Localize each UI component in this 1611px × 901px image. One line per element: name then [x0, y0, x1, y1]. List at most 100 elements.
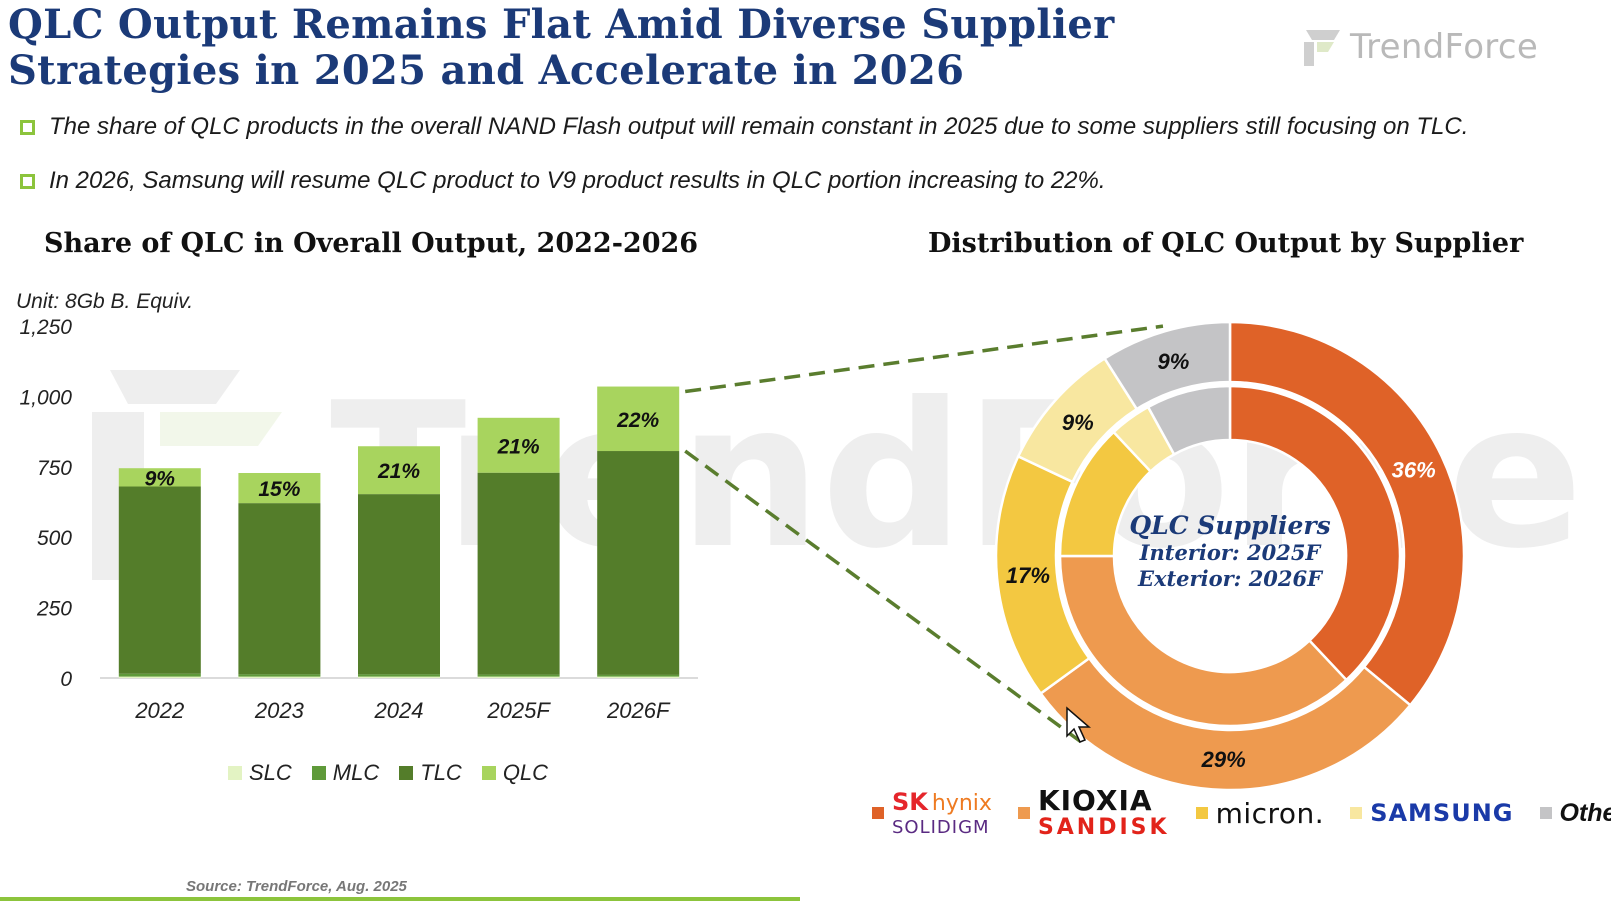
- bar-segment-slc: [358, 676, 440, 678]
- bar-data-label: 22%: [616, 409, 659, 432]
- legend-item-samsung: SAMSUNG: [1350, 799, 1513, 827]
- bar-segment-tlc: [118, 486, 201, 674]
- legend-label: QLC: [502, 760, 549, 785]
- skhynix-logo: SK hynix: [892, 787, 992, 816]
- bar-chart-unit: Unit: 8Gb B. Equiv.: [16, 290, 194, 313]
- legend-swatch: [399, 766, 414, 780]
- legend-swatch: [1195, 807, 1208, 819]
- connector-bottom: [684, 449, 1083, 744]
- bar-segment-slc: [118, 676, 201, 678]
- bar-data-label: 9%: [145, 467, 176, 490]
- logo-text: TrendForce: [1350, 27, 1539, 67]
- pie-chart-title: Distribution of QLC Output by Supplier: [928, 228, 1524, 259]
- bar-segment-mlc: [118, 673, 201, 677]
- bar-data-label: 15%: [258, 478, 300, 501]
- mouse-cursor-icon: [1066, 706, 1092, 743]
- bar-segment-mlc: [597, 674, 680, 677]
- outer-ring-slice: [1038, 656, 1413, 792]
- donut-center-label: QLC Suppliers: [1129, 511, 1330, 540]
- inner-ring-slice: [1146, 384, 1232, 457]
- legend-item-slc: SLC: [228, 760, 292, 786]
- bar-data-label: 21%: [377, 460, 420, 483]
- y-tick-label: 750: [37, 457, 72, 480]
- bar-segment-qlc: [118, 468, 201, 487]
- outer-ring-slice: [1228, 320, 1466, 707]
- y-tick-label: 500: [37, 527, 72, 550]
- legend-item-micron: micron.: [1195, 796, 1325, 830]
- legend-item-tlc: TLC: [399, 760, 462, 786]
- bar-segment-mlc: [238, 674, 321, 677]
- legend-item-kioxia-sandisk: KIOXIA SANDISK: [1017, 784, 1170, 839]
- connector-top: [684, 324, 1164, 394]
- donut-data-label: 9%: [1157, 349, 1189, 374]
- bar-segment-mlc: [477, 674, 560, 677]
- bar-data-label: 21%: [497, 435, 540, 458]
- y-tick-label: 1,250: [19, 316, 72, 339]
- legend-swatch: [228, 766, 242, 780]
- donut-data-label: 29%: [1201, 747, 1246, 772]
- legend-swatch: [1350, 807, 1363, 819]
- donut-data-label: 9%: [1062, 410, 1094, 435]
- samsung-logo: SAMSUNG: [1370, 799, 1514, 827]
- y-tick-label: 0: [60, 668, 72, 691]
- solidigm-logo: SOLIDIGM: [892, 816, 990, 838]
- micron-logo: micron.: [1215, 796, 1325, 830]
- bar-segment-tlc: [358, 494, 440, 675]
- donut-center-label: Exterior: 2026F: [1137, 566, 1324, 591]
- kioxia-logo: KIOXIA: [1037, 784, 1153, 817]
- x-tick-label: 2022: [134, 698, 184, 723]
- x-tick-label: 2025F: [486, 698, 551, 723]
- bullet-text: In 2026, Samsung will resume QLC product…: [49, 167, 1106, 194]
- bar-segment-slc: [477, 676, 560, 678]
- bar-segment-qlc: [358, 446, 440, 495]
- bar-segment-tlc: [238, 503, 321, 675]
- page-title: QLC Output Remains Flat Amid Diverse Sup…: [8, 1, 1115, 94]
- legend-swatch: [481, 766, 496, 780]
- legend-item-skhynix-solidigm: SK hynix SOLIDIGM: [872, 790, 992, 837]
- bar-chart: 0 250 500 750 1,000 1,250 9% 2022 15% 2023 21% 2024…: [19, 316, 698, 723]
- donut-data-label: 36%: [1392, 458, 1436, 483]
- bullet-item: In 2026, Samsung will resume QLC product…: [20, 164, 1600, 198]
- bar-segment-qlc: [477, 417, 560, 473]
- donut-data-label: 17%: [1006, 563, 1050, 588]
- legend-label: MLC: [332, 760, 380, 785]
- legend-item-mlc: MLC: [311, 760, 380, 786]
- legend-swatch: [872, 807, 884, 819]
- legend-label: TLC: [420, 760, 462, 785]
- source-note: Source: TrendForce, Aug. 2025: [186, 878, 407, 895]
- connector-lines: [684, 324, 1164, 744]
- legend-swatch: [1017, 807, 1030, 819]
- legend-item-others: Others: [1539, 798, 1611, 828]
- bullet-item: The share of QLC products in the overall…: [20, 110, 1600, 144]
- footer-divider: [0, 897, 800, 901]
- checkbox-bullet-icon: [20, 173, 35, 189]
- inner-ring-slice: [1058, 554, 1349, 728]
- bar-chart-title: Share of QLC in Overall Output, 2022-202…: [44, 228, 699, 259]
- others-label: Others: [1559, 798, 1611, 827]
- bar-segment-slc: [597, 676, 680, 678]
- y-tick-label: 1,000: [19, 386, 72, 409]
- bar-chart-legend: SLC MLC TLC QLC: [228, 760, 568, 786]
- legend-item-qlc: QLC: [481, 760, 549, 786]
- legend-swatch: [311, 766, 326, 780]
- x-tick-label: 2026F: [606, 698, 671, 723]
- trendforce-logo-icon: [1304, 30, 1340, 66]
- legend-label: SLC: [249, 760, 292, 785]
- y-tick-label: 250: [36, 598, 72, 621]
- trendforce-logo: TrendForce: [1300, 22, 1538, 72]
- bar-segment-qlc: [238, 472, 321, 504]
- outer-ring-slice: [1102, 320, 1232, 411]
- bullet-list: The share of QLC products in the overall…: [20, 110, 1600, 198]
- bar-segment-slc: [238, 676, 321, 678]
- checkbox-bullet-icon: [20, 119, 35, 135]
- bar-segment-mlc: [358, 674, 440, 677]
- bullet-text: The share of QLC products in the overall…: [49, 113, 1469, 140]
- inner-ring-slice: [1228, 384, 1402, 682]
- bar-segment-tlc: [597, 451, 680, 675]
- x-tick-label: 2024: [374, 698, 424, 723]
- donut-center-label: Interior: 2025F: [1139, 540, 1323, 565]
- bar-segment-qlc: [597, 386, 680, 452]
- donut-chart-legend: SK hynix SOLIDIGM KIOXIA SANDISK micron. …: [872, 778, 1611, 848]
